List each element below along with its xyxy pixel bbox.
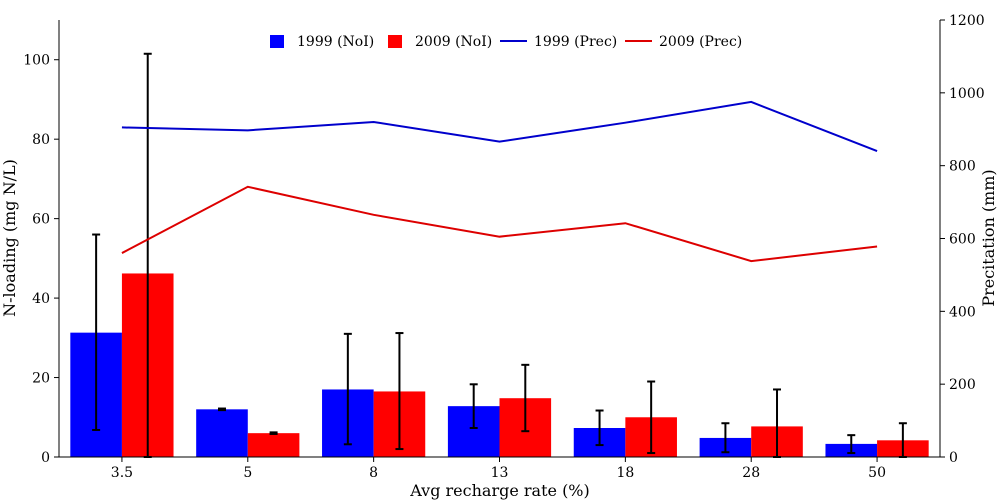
legend-swatch-0 xyxy=(270,35,284,48)
x-tick-label-0: 3.5 xyxy=(111,465,133,481)
precip-line-1 xyxy=(121,185,878,263)
left-y-tick-label-3: 60 xyxy=(32,212,50,228)
x-tick-label-3: 13 xyxy=(491,465,509,481)
left-y-tick-label-1: 20 xyxy=(32,371,50,387)
legend: 1999 (NoI) 2009 (NoI) 1999 (Prec) 2009 (Pre… xyxy=(270,34,742,50)
legend-label-0: 1999 (NoI) xyxy=(297,34,374,50)
right-y-tick-label-2: 400 xyxy=(949,304,976,320)
bars-layer xyxy=(70,273,929,457)
left-y-tick-label-5: 100 xyxy=(23,53,50,69)
legend-label-1: 2009 (NoI) xyxy=(415,34,492,50)
left-y-axis-title: N-loading (mg N/L) xyxy=(0,159,19,317)
legend-swatch-1 xyxy=(388,35,402,48)
precipitation-lines-layer xyxy=(121,100,878,263)
right-y-axis-title: Precitation (mm) xyxy=(979,169,998,306)
left-y-tick-label-4: 80 xyxy=(32,132,50,148)
right-y-tick-label-4: 800 xyxy=(949,159,976,175)
left-y-tick-label-0: 0 xyxy=(41,450,50,466)
right-y-tick-label-5: 1000 xyxy=(949,86,985,102)
precip-line-0 xyxy=(121,100,878,153)
x-tick-label-2: 8 xyxy=(369,465,378,481)
x-tick-label-4: 18 xyxy=(616,465,634,481)
right-y-tick-label-0: 0 xyxy=(949,450,958,466)
error-bars-layer xyxy=(92,52,907,458)
x-axis-title: Avg recharge rate (%) xyxy=(409,481,590,500)
x-tick-label-1: 5 xyxy=(243,465,252,481)
legend-label-3: 2009 (Prec) xyxy=(659,34,742,50)
left-y-tick-label-2: 40 xyxy=(32,291,50,307)
right-y-tick-label-1: 200 xyxy=(949,377,976,393)
x-tick-label-5: 28 xyxy=(742,465,760,481)
bar-0-1 xyxy=(196,409,248,457)
ticks-layer: 3.5 5 8 13 18 28 50020406080100020040060080010… xyxy=(23,13,984,481)
axes-layer xyxy=(58,20,941,458)
x-tick-label-6: 50 xyxy=(868,465,886,481)
legend-label-2: 1999 (Prec) xyxy=(534,34,617,50)
right-y-tick-label-6: 1200 xyxy=(949,13,985,29)
bar-1-1 xyxy=(247,433,300,457)
right-y-tick-label-3: 600 xyxy=(949,232,976,248)
